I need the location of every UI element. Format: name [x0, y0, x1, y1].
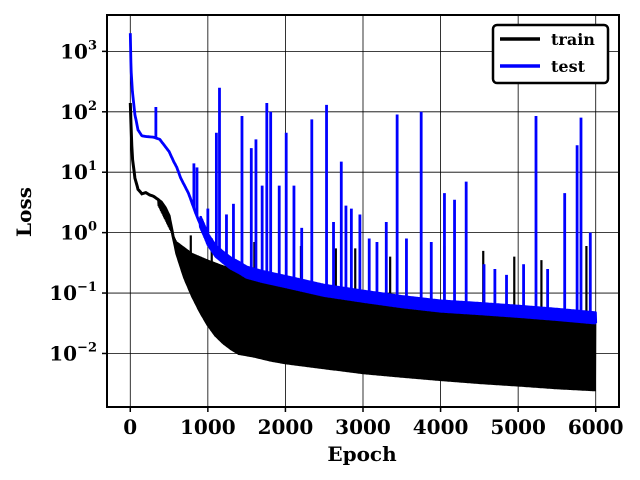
y-tick-label: 102 [60, 99, 97, 124]
x-tick-label: 3000 [335, 415, 391, 439]
x-axis-title: Epoch [327, 442, 397, 466]
legend-label-train: train [551, 30, 595, 49]
series-test-line [128, 33, 598, 325]
legend-label-test: test [551, 57, 586, 76]
y-tick-label: 101 [60, 159, 97, 184]
x-tick-label: 5000 [490, 415, 546, 439]
y-tick-label: 10−1 [49, 280, 97, 305]
y-tick-label: 10−2 [49, 340, 97, 365]
y-axis-title: Loss [12, 187, 36, 237]
legend: train test [491, 23, 610, 85]
x-tick-label: 0 [123, 415, 137, 439]
x-tick-label: 1000 [180, 415, 236, 439]
x-tick-label: 4000 [413, 415, 469, 439]
series-layer [128, 33, 598, 392]
y-tick-label: 100 [60, 220, 97, 245]
series-train-line [128, 102, 596, 392]
y-tick-label: 103 [60, 38, 97, 63]
x-tick-label: 6000 [568, 415, 624, 439]
x-axis: 0 1000 2000 3000 4000 5000 6000 [123, 407, 624, 439]
y-axis: 10−2 10−1 100 101 102 103 [49, 38, 107, 365]
x-tick-label: 2000 [258, 415, 314, 439]
